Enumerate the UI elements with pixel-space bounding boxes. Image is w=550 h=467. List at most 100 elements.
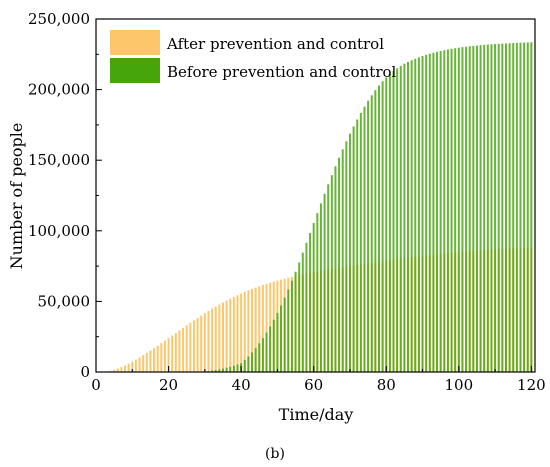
bar-after-day-26 xyxy=(189,322,192,372)
bar-after-day-21 xyxy=(171,335,174,372)
bar-before-day-93 xyxy=(432,52,435,372)
bar-after-day-16 xyxy=(153,348,156,372)
bar-before-day-74 xyxy=(363,106,366,372)
y-tick-label: 200,000 xyxy=(28,81,90,99)
x-tick-label: 120 xyxy=(517,376,546,394)
bar-before-day-116 xyxy=(515,42,518,373)
y-tick-label: 100,000 xyxy=(28,222,90,240)
bar-before-day-36 xyxy=(225,367,228,372)
bar-after-day-8 xyxy=(124,365,127,372)
bar-after-day-31 xyxy=(207,311,210,372)
bar-before-day-32 xyxy=(211,370,214,372)
bar-before-day-78 xyxy=(377,85,380,372)
bar-after-day-45 xyxy=(258,286,261,372)
bar-before-day-76 xyxy=(370,95,373,372)
bar-after-day-47 xyxy=(265,283,268,372)
bar-after-day-37 xyxy=(229,298,232,372)
bar-before-day-65 xyxy=(330,175,333,372)
x-axis-label: Time/day xyxy=(279,405,354,424)
bar-before-day-69 xyxy=(345,141,348,372)
legend: After prevention and control Before prev… xyxy=(110,30,397,83)
bar-before-day-72 xyxy=(356,119,359,372)
bar-before-day-44 xyxy=(254,348,257,372)
bar-before-day-117 xyxy=(519,42,522,372)
bar-before-day-113 xyxy=(504,43,507,373)
legend-swatch-after xyxy=(110,30,160,55)
bar-before-day-115 xyxy=(512,43,515,372)
bar-after-day-20 xyxy=(167,338,170,372)
bar-before-day-82 xyxy=(392,70,395,373)
bar-before-day-34 xyxy=(218,369,221,372)
bar-before-day-97 xyxy=(446,49,449,372)
bar-before-day-70 xyxy=(348,133,351,372)
legend-swatch-before xyxy=(110,58,160,83)
bar-before-day-68 xyxy=(341,149,344,372)
bar-after-day-15 xyxy=(149,350,152,372)
bar-before-day-58 xyxy=(305,242,308,372)
bar-after-day-25 xyxy=(185,325,188,372)
bar-after-day-46 xyxy=(261,285,264,372)
bar-after-day-42 xyxy=(247,290,250,372)
bar-before-day-62 xyxy=(319,203,322,372)
bar-before-day-92 xyxy=(428,53,431,373)
bar-after-day-38 xyxy=(232,296,235,372)
bar-before-day-79 xyxy=(381,81,384,373)
bar-before-day-43 xyxy=(251,352,254,372)
y-tick-label: 50,000 xyxy=(38,292,91,310)
bar-before-day-61 xyxy=(316,213,319,372)
bar-after-day-14 xyxy=(145,352,148,372)
bar-before-day-37 xyxy=(229,366,232,372)
bar-before-day-51 xyxy=(280,305,283,372)
bar-before-day-38 xyxy=(232,365,235,372)
bar-before-day-109 xyxy=(490,44,493,373)
bar-before-day-89 xyxy=(417,57,420,373)
bar-after-day-43 xyxy=(251,288,254,372)
bar-after-day-22 xyxy=(174,333,177,372)
bar-before-day-49 xyxy=(272,319,275,372)
bar-before-day-104 xyxy=(472,45,475,372)
bar-after-day-24 xyxy=(182,327,185,372)
bar-before-day-45 xyxy=(258,343,261,372)
bar-before-day-53 xyxy=(287,289,290,372)
bar-before-day-47 xyxy=(265,332,268,372)
bar-before-day-50 xyxy=(276,312,279,372)
bar-before-day-52 xyxy=(283,297,286,372)
bar-before-day-56 xyxy=(298,262,301,372)
bar-before-day-84 xyxy=(399,65,402,372)
bar-after-day-30 xyxy=(203,313,206,372)
bar-after-day-39 xyxy=(236,295,239,372)
bar-after-day-5 xyxy=(113,369,116,372)
legend-label-before: Before prevention and control xyxy=(167,63,397,81)
bar-after-day-11 xyxy=(134,359,137,372)
bar-before-day-118 xyxy=(523,42,526,372)
bar-before-day-111 xyxy=(497,43,500,372)
bar-before-day-110 xyxy=(494,43,497,373)
bar-after-day-36 xyxy=(225,300,228,372)
bar-after-day-34 xyxy=(218,304,221,372)
bar-after-day-9 xyxy=(127,363,130,372)
bar-after-day-23 xyxy=(178,330,181,372)
bar-before-day-81 xyxy=(388,74,391,372)
bar-before-day-60 xyxy=(312,223,315,372)
x-tick-label: 40 xyxy=(232,376,251,394)
bar-before-day-112 xyxy=(501,43,504,372)
x-tick-label: 20 xyxy=(159,376,178,394)
y-axis-label: Number of people xyxy=(7,123,26,270)
y-tick-label: 150,000 xyxy=(28,151,90,169)
bar-after-day-32 xyxy=(211,308,214,372)
bar-after-day-35 xyxy=(221,302,224,372)
bar-after-day-33 xyxy=(214,306,217,372)
x-tick-label: 100 xyxy=(444,376,473,394)
bar-before-day-75 xyxy=(367,100,370,372)
bar-before-day-63 xyxy=(323,193,326,372)
figure-caption: (b) xyxy=(265,446,285,462)
bar-before-day-108 xyxy=(486,44,489,373)
bar-after-day-13 xyxy=(142,355,145,372)
bar-before-day-48 xyxy=(269,326,272,372)
bar-before-day-66 xyxy=(334,166,337,372)
bar-before-day-64 xyxy=(327,184,330,372)
x-tick-label: 80 xyxy=(377,376,396,394)
bar-before-day-96 xyxy=(443,50,446,373)
bar-after-day-40 xyxy=(240,293,243,372)
